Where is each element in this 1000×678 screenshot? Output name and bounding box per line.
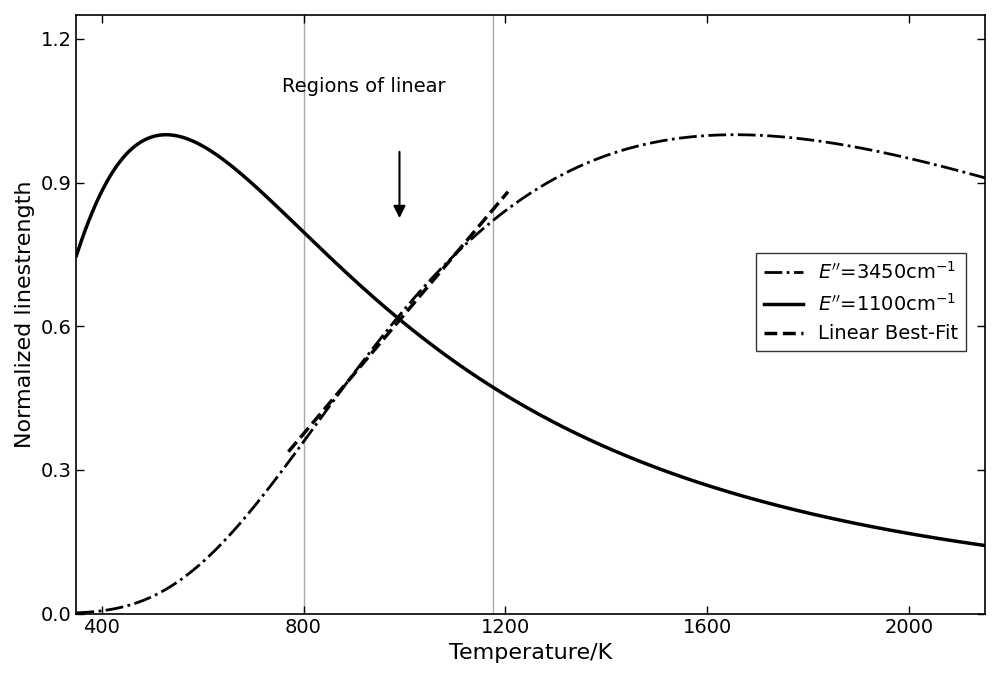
Y-axis label: Normalized linestrength: Normalized linestrength [15,180,35,448]
Text: Regions of linear: Regions of linear [282,77,446,96]
Legend: $E''$=3450cm$^{-1}$, $E''$=1100cm$^{-1}$, Linear Best-Fit: $E''$=3450cm$^{-1}$, $E''$=1100cm$^{-1}$… [756,254,966,351]
X-axis label: Temperature/K: Temperature/K [449,643,612,663]
